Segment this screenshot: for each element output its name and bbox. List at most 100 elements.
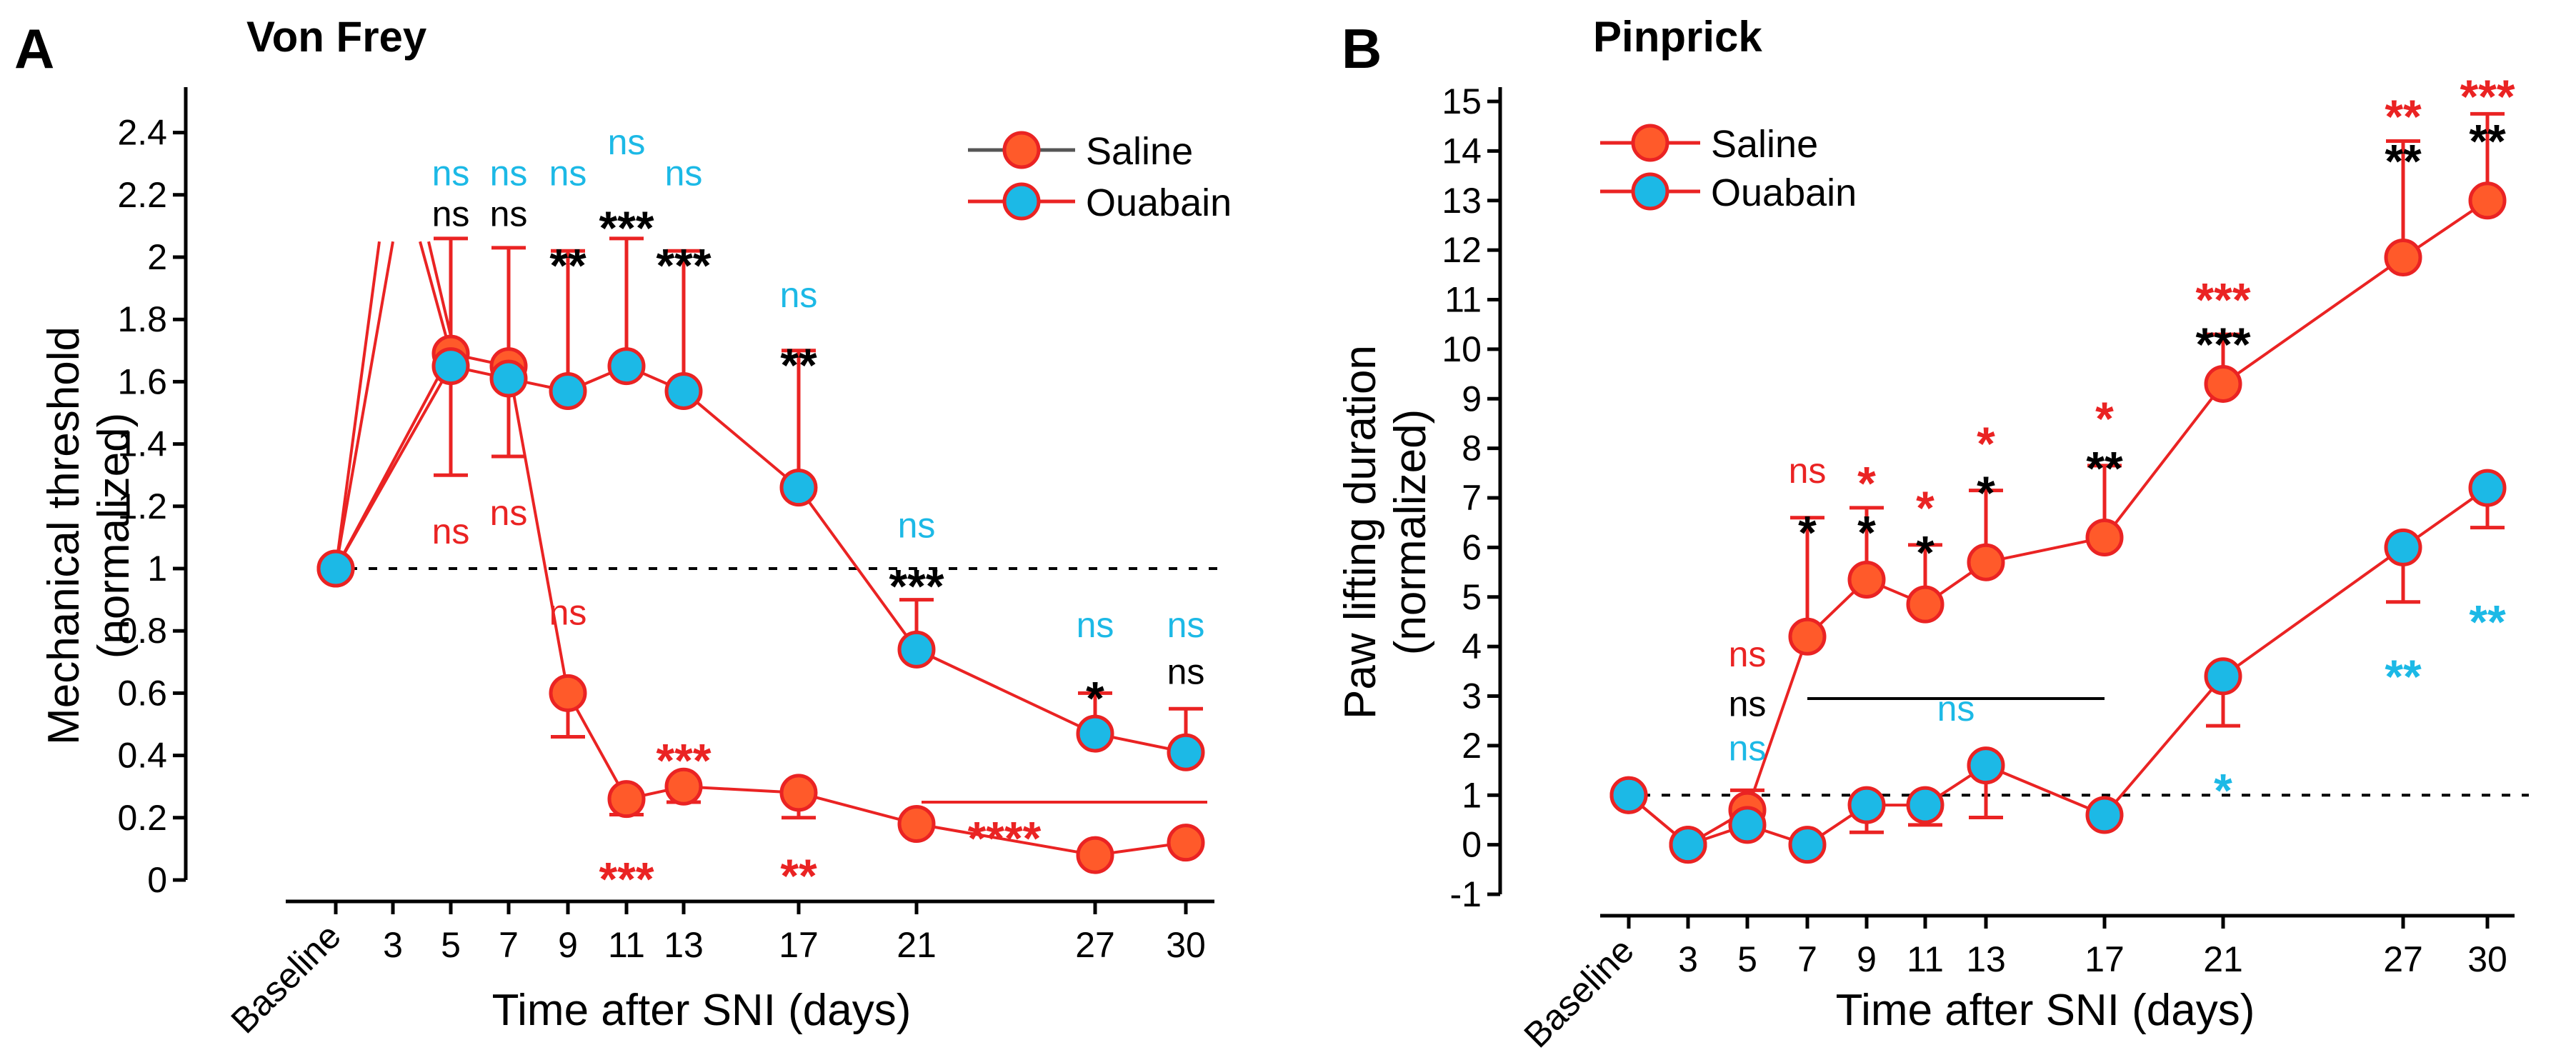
significance-label: ** (549, 239, 586, 291)
saline-point (2085, 519, 2124, 556)
panel-b-letter: B (1342, 17, 1382, 80)
y-tick-label: 14 (1442, 131, 1482, 171)
significance-label: ns (432, 194, 470, 234)
panel-a-y-axis: 0 0.2 0.4 0.6 0.8 1 1.2 1.4 1.6 1.8 2 2.2 2.4 (117, 87, 188, 900)
saline-point (897, 805, 936, 844)
y-tick-label: 6 (1462, 527, 1482, 567)
saline-point (1167, 824, 1205, 862)
significance-label: ns (432, 154, 470, 194)
y-tick-label: 1 (147, 549, 167, 589)
y-tick-label: 2 (1462, 726, 1482, 766)
legend-saline-marker (1002, 131, 1041, 169)
ouabain-point (664, 371, 703, 410)
legend-ouabain-marker (1631, 172, 1669, 211)
ouabain-point (2468, 469, 2507, 507)
y-tick-label: 0 (147, 860, 167, 900)
y-tick-label: 0.8 (117, 611, 167, 651)
y-tick-label: 1.8 (117, 299, 167, 339)
x-tick-label: 5 (1737, 939, 1757, 979)
significance-label: ns (1729, 729, 1767, 769)
x-tick-label: 11 (1907, 939, 1944, 979)
significance-label: ns (1167, 651, 1205, 691)
significance-label: * (1798, 506, 1817, 559)
y-tick-label: 2.2 (117, 175, 167, 215)
y-tick-label: -1 (1450, 874, 1482, 914)
significance-label: *** (889, 559, 944, 612)
significance-label: * (1916, 481, 1935, 534)
x-tick-label: 27 (1075, 925, 1115, 965)
y-tick-label: 1.4 (117, 424, 167, 464)
x-tick-label: 30 (2467, 939, 2507, 979)
legend-saline-label: Saline (1086, 130, 1193, 173)
significance-label: * (1916, 526, 1935, 579)
x-tick-label: 21 (2203, 939, 2243, 979)
ouabain-point (1847, 786, 1886, 824)
x-tick-label: 27 (2383, 939, 2423, 979)
ouabain-point (897, 630, 936, 669)
significance-label: * (1857, 506, 1876, 559)
x-tick-label: Baseline (224, 916, 349, 1041)
ouabain-point (2085, 796, 2124, 834)
significance-label: *** (656, 239, 711, 291)
significance-label: *** (599, 852, 654, 905)
x-tick-label: 5 (441, 925, 461, 965)
significance-label: ** (2086, 441, 2123, 494)
significance-label: **** (968, 812, 1042, 865)
significance-label: ns (1077, 605, 1114, 645)
x-tick-label: Baseline (1517, 930, 1642, 1055)
significance-label: ** (2469, 115, 2506, 168)
y-tick-label: 2.4 (117, 113, 167, 153)
ouabain-point (431, 347, 470, 386)
ouabain-point (2384, 528, 2422, 566)
y-tick-label: 0.2 (117, 798, 167, 838)
significance-label: * (1977, 466, 1995, 519)
panel-a-von-frey: A Von Frey 0 0.2 0.4 0.6 0.8 1 1.2 1.4 1.6 1.8 2 2.… (14, 13, 1232, 1041)
significance-label: ns (549, 592, 587, 632)
ouabain-point (1728, 806, 1767, 844)
significance-label: ** (2385, 650, 2422, 703)
ouabain-point (1906, 786, 1945, 824)
ouabain-point (2204, 657, 2242, 696)
ouabain-point (1967, 746, 2005, 785)
legend-ouabain-label: Ouabain (1086, 181, 1232, 224)
y-tick-label: 0.6 (117, 673, 167, 713)
y-tick-label: 15 (1442, 81, 1482, 121)
legend-ouabain-marker (1002, 182, 1041, 221)
significance-label: ns (490, 154, 528, 194)
x-tick-label: 30 (1166, 925, 1206, 965)
y-tick-label: 5 (1462, 577, 1482, 617)
panel-a-legend: Saline Ouabain (968, 130, 1232, 224)
ouabain-point (549, 371, 587, 410)
saline-point (2468, 181, 2507, 220)
significance-label: ns (898, 505, 936, 545)
significance-label: ns (490, 194, 528, 234)
x-tick-label: 9 (1857, 939, 1877, 979)
significance-label: ns (1729, 634, 1767, 674)
x-tick-label: 3 (1678, 939, 1698, 979)
ouabain-point (1788, 826, 1827, 864)
significance-label: ns (1937, 689, 1975, 729)
panel-a-xlabel: Time after SNI (days) (492, 986, 912, 1035)
significance-label: * (2095, 392, 2114, 445)
saline-point (1788, 617, 1827, 656)
significance-label: ** (780, 849, 817, 902)
y-tick-label: 0.4 (117, 736, 167, 776)
panel-a-ylabel-line2: (normalized) (89, 413, 139, 659)
significance-label: ** (2385, 90, 2422, 143)
y-tick-label: 2 (147, 237, 167, 277)
ouabain-point (607, 347, 646, 386)
significance-label: ns (432, 511, 470, 551)
significance-label: ns (1167, 605, 1205, 645)
ouabain-point (779, 469, 818, 507)
saline-series-line (334, 351, 1187, 857)
y-tick-label: 10 (1442, 329, 1482, 369)
significance-label: *** (2460, 70, 2515, 123)
significance-label: *** (599, 201, 654, 254)
significance-label: ns (608, 122, 646, 162)
legend-saline-marker (1631, 124, 1669, 162)
x-tick-label: 17 (779, 925, 819, 965)
x-tick-label: 7 (499, 925, 519, 965)
